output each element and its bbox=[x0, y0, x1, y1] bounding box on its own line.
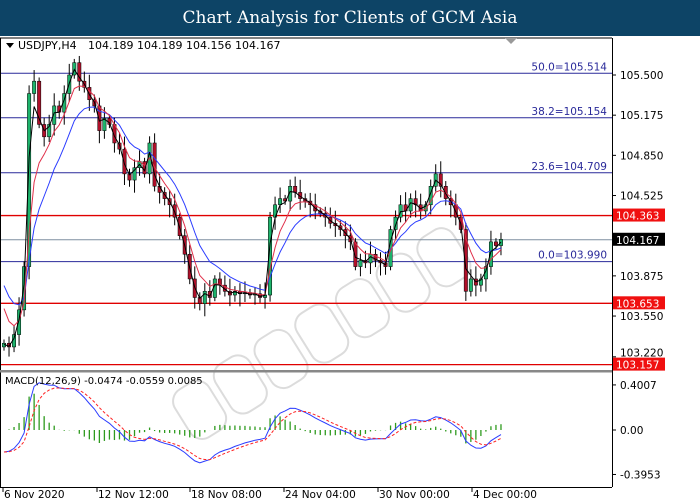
macd-y-tick-label: 0.00 bbox=[620, 425, 643, 437]
candle-body bbox=[373, 253, 378, 261]
x-tick-label: 6 Nov 2020 bbox=[4, 489, 65, 500]
y-tick-label: 105.500 bbox=[620, 70, 663, 82]
candle-body bbox=[32, 80, 37, 94]
candle-body bbox=[162, 192, 167, 199]
watermark-letter-shape bbox=[334, 278, 390, 339]
watermark-letter-shape bbox=[375, 252, 431, 313]
candle-body bbox=[132, 167, 137, 181]
candle-body bbox=[27, 93, 32, 267]
candle-body bbox=[438, 173, 443, 187]
y-tick-label: 104.850 bbox=[620, 150, 663, 162]
candle-body bbox=[202, 291, 207, 304]
candle-body bbox=[232, 291, 237, 296]
candle-body bbox=[358, 260, 363, 267]
price-tag-label: 103.653 bbox=[616, 298, 659, 310]
x-tick-label: 4 Dec 00:00 bbox=[473, 489, 537, 500]
candle-body bbox=[122, 148, 127, 175]
shift-marker-icon[interactable] bbox=[505, 38, 517, 44]
watermark bbox=[172, 227, 472, 440]
price-tag bbox=[613, 357, 665, 371]
candle-body bbox=[52, 105, 57, 125]
candle-body bbox=[483, 266, 488, 280]
candle-body bbox=[142, 161, 147, 175]
candle-body bbox=[97, 105, 102, 131]
candle-body bbox=[207, 291, 212, 298]
candle-body bbox=[478, 278, 483, 286]
x-tick-label: 30 Nov 00:00 bbox=[379, 489, 450, 500]
price-tag-label: 104.363 bbox=[616, 211, 659, 223]
price-tag-label: 103.157 bbox=[616, 360, 659, 372]
y-tick-label: 104.525 bbox=[620, 191, 663, 203]
candle-body bbox=[494, 241, 498, 246]
candle-body bbox=[488, 241, 493, 267]
candle-body bbox=[47, 124, 52, 138]
candle-body bbox=[102, 118, 107, 131]
candle-body bbox=[288, 185, 293, 202]
fib-label: 0.0=103.990 bbox=[538, 250, 607, 262]
watermark-letter-shape bbox=[294, 303, 350, 364]
candle-body bbox=[353, 241, 358, 267]
page-title: Chart Analysis for Clients of GCM Asia bbox=[0, 0, 700, 36]
x-tick-label: 12 Nov 12:00 bbox=[98, 489, 169, 500]
fib-label: 38.2=105.154 bbox=[531, 106, 607, 118]
symbol-label: USDJPY,H4 bbox=[18, 39, 77, 52]
y-tick-label: 103.550 bbox=[620, 311, 663, 323]
y-tick-label: 103.220 bbox=[620, 348, 663, 360]
watermark-letter-shape bbox=[416, 227, 472, 288]
macd-y-tick-label: -0.3953 bbox=[620, 469, 661, 481]
pane-separator[interactable] bbox=[0, 370, 612, 373]
current-price-label: 104.167 bbox=[616, 235, 659, 247]
macd-label: MACD(12,26,9) -0.0474 -0.0559 0.0085 bbox=[5, 376, 203, 387]
ohlc-readout: 104.189 104.189 104.156 104.167 bbox=[88, 39, 280, 52]
fib-label: 23.6=104.709 bbox=[531, 161, 607, 173]
candle-body bbox=[468, 278, 473, 292]
ma-fast-line bbox=[3, 68, 502, 347]
candle-body bbox=[463, 229, 468, 292]
watermark-letter-shape bbox=[253, 328, 309, 390]
fib-label: 50.0=105.514 bbox=[531, 61, 607, 73]
watermark-letter-shape bbox=[212, 354, 268, 415]
macd-signal-line bbox=[3, 387, 502, 461]
ma-slow-line bbox=[3, 106, 502, 306]
x-tick-label: 24 Nov 04:00 bbox=[285, 489, 356, 500]
x-tick-label: 18 Nov 08:00 bbox=[191, 489, 262, 500]
price-tag bbox=[613, 296, 665, 310]
macd-y-tick-label: 0.4007 bbox=[620, 380, 657, 392]
collapse-triangle-icon[interactable] bbox=[6, 43, 14, 48]
watermark-letter-shape bbox=[172, 379, 228, 440]
candle-body bbox=[393, 216, 398, 230]
y-tick-label: 103.875 bbox=[620, 271, 663, 283]
price-tag bbox=[613, 208, 665, 222]
current-price-tag bbox=[613, 232, 665, 246]
macd-line bbox=[3, 382, 502, 464]
candle-body bbox=[428, 185, 433, 206]
candle-body bbox=[293, 185, 298, 193]
candle-body bbox=[77, 62, 82, 82]
y-tick-label: 105.175 bbox=[620, 110, 663, 122]
candle-body bbox=[37, 80, 42, 125]
